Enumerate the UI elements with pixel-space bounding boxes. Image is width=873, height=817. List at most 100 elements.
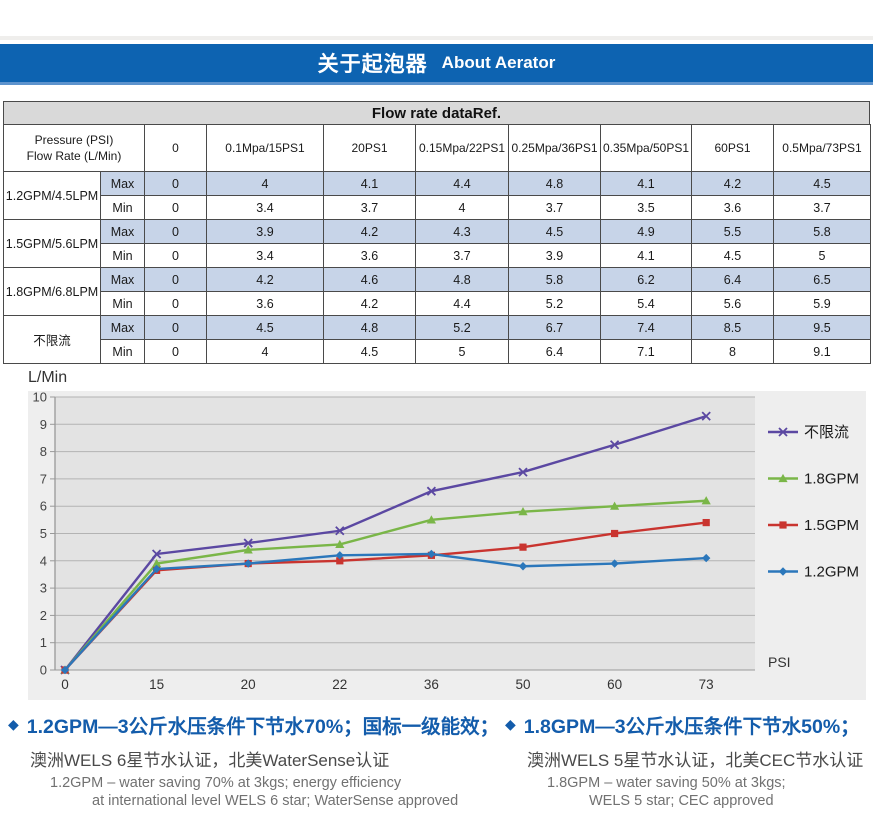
x-tick-label: 20: [241, 677, 256, 692]
max-value: 4.1: [323, 171, 416, 196]
max-value: 6.2: [600, 267, 692, 292]
max-value: 4.8: [415, 267, 509, 292]
max-value: 4.4: [415, 171, 509, 196]
y-tick-label: 4: [40, 553, 47, 568]
x-tick-label: 73: [699, 677, 714, 692]
note-1-2gpm-headline: ◆ 1.2GPM—3公斤水压条件下节水70%；国标一级能效；: [8, 710, 505, 739]
min-value: 3.7: [323, 195, 416, 220]
note-1-8gpm-en-line1: 1.8GPM – water saving 50% at 3kgs;: [547, 775, 786, 791]
corner-line2: Flow Rate (L/Min): [26, 149, 122, 163]
note-1-8gpm: ◆ 1.8GPM—3公斤水压条件下节水50%； 澳洲WELS 5星节水认证，北美…: [505, 710, 873, 809]
legend-item: 1.2GPM: [768, 564, 859, 581]
max-value: 3.9: [206, 219, 324, 244]
min-value: 4.5: [691, 243, 774, 268]
max-value: 4: [206, 171, 324, 196]
y-tick-label: 2: [40, 608, 47, 623]
table-row: Min 0 3.4 3.6 3.7 3.9 4.1 4.5 5: [4, 243, 871, 268]
max-value: 4.1: [600, 171, 692, 196]
table-title: Flow rate dataRef.: [3, 101, 870, 124]
max-value: 0: [144, 315, 207, 340]
legend-label: 不限流: [804, 424, 849, 441]
table-row: Min 0 4 4.5 5 6.4 7.1 8 9.1: [4, 339, 871, 364]
model-label: 不限流: [3, 315, 101, 364]
min-label: Min: [100, 339, 145, 364]
note-1-8gpm-headline-text: 1.8GPM—3公斤水压条件下节水50%；: [523, 716, 860, 738]
max-value: 0: [144, 267, 207, 292]
min-value: 5.6: [691, 291, 774, 316]
min-value: 3.7: [508, 195, 601, 220]
min-value: 3.4: [206, 243, 324, 268]
max-value: 0: [144, 171, 207, 196]
max-value: 6.4: [691, 267, 774, 292]
max-value: 4.8: [323, 315, 416, 340]
pressure-column-header: 0.5Mpa/73PS1: [773, 124, 871, 172]
min-value: 3.6: [323, 243, 416, 268]
min-value: 3.7: [415, 243, 509, 268]
legend-label: 1.8GPM: [804, 471, 859, 488]
min-value: 0: [144, 339, 207, 364]
note-1-2gpm-headline-text: 1.2GPM—3公斤水压条件下节水70%；国标一级能效；: [26, 716, 500, 738]
min-value: 4.5: [323, 339, 416, 364]
note-1-8gpm-en-line2: WELS 5 star; CEC approved: [589, 793, 774, 809]
max-value: 4.5: [508, 219, 601, 244]
min-value: 0: [144, 291, 207, 316]
min-value: 5: [773, 243, 871, 268]
note-1-2gpm-en-line1: 1.2GPM – water saving 70% at 3kgs; energ…: [50, 775, 402, 791]
x-tick-label: 50: [515, 677, 530, 692]
chart-y-axis-title: L/Min: [28, 369, 68, 386]
x-tick-label: 36: [424, 677, 439, 692]
max-label: Max: [100, 219, 145, 244]
min-value: 4: [206, 339, 324, 364]
x-tick-label: 15: [149, 677, 164, 692]
table-row: Min 0 3.4 3.7 4 3.7 3.5 3.6 3.7: [4, 195, 871, 220]
note-1-8gpm-headline: ◆ 1.8GPM—3公斤水压条件下节水50%；: [505, 710, 873, 739]
legend-label: 1.5GPM: [804, 517, 859, 534]
max-value: 5.5: [691, 219, 774, 244]
max-value: 4.2: [691, 171, 774, 196]
x-axis-title: PSI: [768, 654, 791, 670]
min-value: 3.6: [206, 291, 324, 316]
pressure-column-header: 20PS1: [323, 124, 416, 172]
flow-table-body: Pressure (PSI) Flow Rate (L/Min) 0 0.1Mpa…: [3, 124, 871, 364]
table-header-row: Pressure (PSI) Flow Rate (L/Min) 0 0.1Mpa…: [3, 124, 871, 172]
min-value: 5.4: [600, 291, 692, 316]
max-value: 4.5: [206, 315, 324, 340]
pressure-column-header: 0.35Mpa/50PS1: [600, 124, 692, 172]
y-tick-label: 0: [40, 663, 47, 678]
pressure-column-header: 0.25Mpa/36PS1: [508, 124, 601, 172]
diamond-bullet-icon: ◆: [505, 716, 516, 732]
min-value: 4.4: [415, 291, 509, 316]
y-tick-label: 6: [40, 499, 47, 514]
min-value: 8: [691, 339, 774, 364]
min-value: 4.1: [600, 243, 692, 268]
max-value: 7.4: [600, 315, 692, 340]
min-value: 5: [415, 339, 509, 364]
max-label: Max: [100, 315, 145, 340]
pressure-column-header: 0: [144, 124, 207, 172]
x-tick-label: 60: [607, 677, 622, 692]
max-value: 5.2: [415, 315, 509, 340]
y-tick-label: 7: [40, 471, 47, 486]
table-row: 不限流 Max 0 4.5 4.8 5.2 6.7 7.4 8.5 9.5: [3, 315, 871, 364]
min-label: Min: [100, 243, 145, 268]
note-1-2gpm: ◆ 1.2GPM—3公斤水压条件下节水70%；国标一级能效； 澳洲WELS 6星…: [8, 710, 505, 809]
min-value: 3.4: [206, 195, 324, 220]
min-value: 6.4: [508, 339, 601, 364]
min-value: 9.1: [773, 339, 871, 364]
min-value: 3.5: [600, 195, 692, 220]
min-value: 4: [415, 195, 509, 220]
max-value: 4.2: [323, 219, 416, 244]
top-divider: [0, 36, 873, 40]
max-value: 4.8: [508, 171, 601, 196]
min-value: 3.9: [508, 243, 601, 268]
x-tick-label: 22: [332, 677, 347, 692]
section-title-en: About Aerator: [441, 53, 556, 72]
note-1-2gpm-cert-zh: 澳洲WELS 6星节水认证，北美WaterSense认证: [30, 751, 390, 770]
min-value: 0: [144, 195, 207, 220]
max-value: 9.5: [773, 315, 871, 340]
flow-rate-table: Pressure (PSI) Flow Rate (L/Min) 0 0.1Mpa…: [3, 124, 871, 364]
table-row: Min 0 3.6 4.2 4.4 5.2 5.4 5.6 5.9: [4, 291, 871, 316]
legend-item: 1.5GPM: [768, 517, 859, 534]
corner-line1: Pressure (PSI): [34, 132, 114, 147]
min-label: Min: [100, 195, 145, 220]
